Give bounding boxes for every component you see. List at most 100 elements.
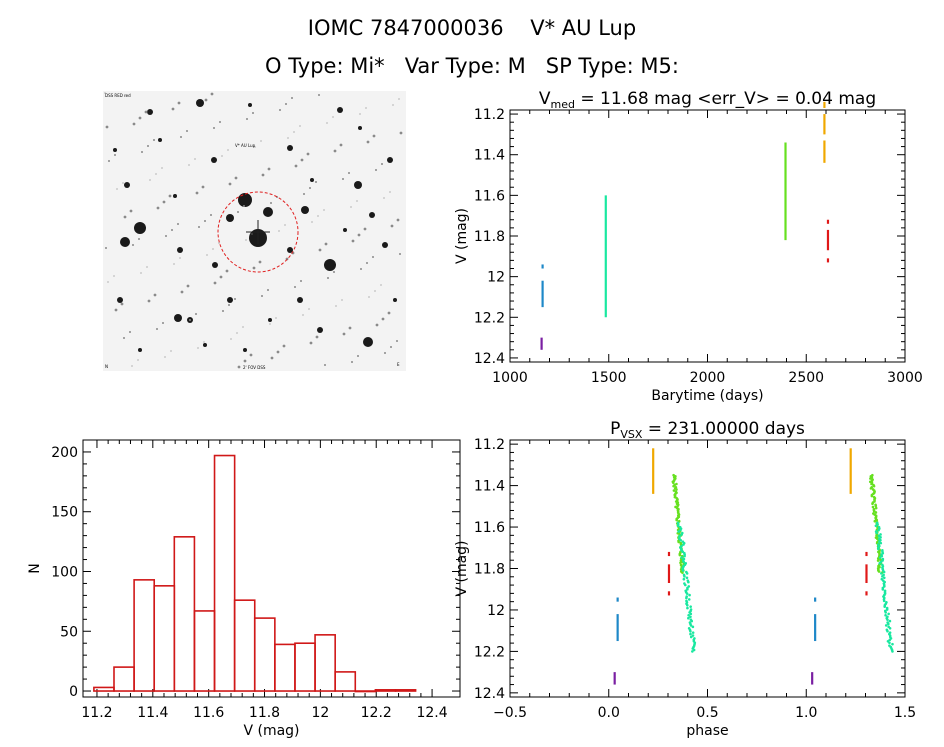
histogram-xtick-label-6: 12.4 xyxy=(416,705,447,721)
faint-star-72 xyxy=(260,140,262,142)
histogram-xlabel: V (mag) xyxy=(243,723,299,739)
header-line-2: O Type: Mi* Var Type: M SP Type: M5: xyxy=(265,54,679,78)
phased-band-1-pt-35 xyxy=(685,572,689,575)
phased-band-3-pt-84 xyxy=(891,642,894,646)
star-32 xyxy=(358,126,362,130)
faint-star-89 xyxy=(300,158,304,162)
faint-star-47 xyxy=(234,176,238,180)
phased-band-1-pt-57 xyxy=(686,603,689,607)
lightcurve-ytick-label-0: 11.2 xyxy=(474,107,505,123)
phased-band-0-pt-28 xyxy=(676,504,679,508)
faint-star-53 xyxy=(372,134,376,138)
star-25 xyxy=(117,297,123,303)
phased-band-3-pt-28 xyxy=(878,562,881,565)
star-8 xyxy=(174,314,182,322)
phased-band-1-pt-78 xyxy=(691,634,695,637)
chart-lightcurve: 1000 1500 2000 2500 3000 11.2 11.4 11.6 11.8 12 12… xyxy=(454,89,923,404)
phased-band-1-pt-24 xyxy=(680,556,684,559)
star-5 xyxy=(324,259,336,271)
star-13 xyxy=(287,145,293,151)
star-20 xyxy=(158,138,162,142)
histogram-bar-4 xyxy=(173,536,196,692)
histogram-bar-1 xyxy=(113,666,135,692)
faint-star-62 xyxy=(129,209,133,213)
phased-band-0-pt-89 xyxy=(681,571,684,574)
phased-band-3-pt-38 xyxy=(882,576,886,580)
faint-star-143 xyxy=(342,332,346,336)
phased-band-1-pt-52 xyxy=(685,596,688,600)
lightcurve-ylabel: V (mag) xyxy=(454,208,470,264)
faint-star-5 xyxy=(168,194,172,198)
phased-band-2-pt-3 xyxy=(869,477,872,480)
faint-star-17 xyxy=(144,110,148,114)
lightcurve-xtick-label-3: 2500 xyxy=(788,370,824,386)
phased-band-1-pt-77 xyxy=(689,632,692,636)
phased-band-1-pt-68 xyxy=(690,619,694,623)
faint-star-79 xyxy=(171,229,173,231)
phased-ytick-label-6: 12.4 xyxy=(474,686,505,702)
phased-band-1-pt-50 xyxy=(688,593,691,597)
faint-star-35 xyxy=(258,260,262,264)
phased-band-3-pt-63 xyxy=(887,612,890,616)
faint-star-163 xyxy=(303,193,305,195)
lightcurve-title: Vmed = 11.68 mag <err_V> = 0.04 mag xyxy=(539,89,876,111)
faint-star-20 xyxy=(363,227,367,231)
star-3 xyxy=(226,214,234,222)
faint-star-42 xyxy=(170,350,172,352)
faint-star-138 xyxy=(278,230,280,232)
faint-star-44 xyxy=(315,335,319,339)
finder-image: DSS RED red V* AU Lup N 2' FOV DSS E xyxy=(103,91,406,371)
finder-label-top-left: DSS RED red xyxy=(105,93,131,98)
faint-star-26 xyxy=(201,185,205,189)
phased-band-0-pt-41 xyxy=(675,518,679,522)
star-21 xyxy=(317,327,323,333)
faint-star-29 xyxy=(120,302,124,306)
faint-star-82 xyxy=(390,346,392,348)
faint-star-80 xyxy=(243,359,247,363)
star-10 xyxy=(363,337,373,347)
phased-xtick-label-3: 1.0 xyxy=(795,705,817,721)
faint-star-49 xyxy=(381,163,383,165)
histogram-xtick-label-4: 12 xyxy=(311,705,329,721)
faint-star-38 xyxy=(177,101,181,105)
faint-star-162 xyxy=(230,338,232,340)
faint-star-152 xyxy=(399,131,403,135)
phased-band-3-pt-34 xyxy=(882,570,886,574)
phased-band-1-pt-76 xyxy=(691,631,695,634)
phased-ytick-label-3: 11.8 xyxy=(474,562,505,578)
phased-ytick-label-0: 11.2 xyxy=(474,437,505,453)
header-line-1: IOMC 7847000036 V* AU Lup xyxy=(307,16,637,40)
faint-star-145 xyxy=(189,319,191,321)
histogram-bar-6 xyxy=(213,454,236,692)
phased-xtick-label-0: −0.5 xyxy=(493,705,527,721)
star-0 xyxy=(238,193,252,207)
phased-band-1-pt-89 xyxy=(691,650,694,653)
star-7 xyxy=(120,237,130,247)
faint-star-46 xyxy=(162,322,164,324)
phased-band-1-pt-65 xyxy=(689,615,692,619)
faint-star-106 xyxy=(342,178,344,180)
phased-band-3-pt-73 xyxy=(888,627,892,630)
star-39 xyxy=(113,148,117,152)
faint-star-169 xyxy=(141,151,143,153)
faint-star-136 xyxy=(132,244,134,246)
faint-star-97 xyxy=(285,103,287,105)
faint-star-119 xyxy=(390,224,394,228)
faint-star-66 xyxy=(122,182,124,184)
faint-star-33 xyxy=(113,275,115,277)
faint-star-117 xyxy=(245,239,247,241)
faint-star-52 xyxy=(300,280,302,282)
histogram-xtick-label-0: 11.2 xyxy=(81,705,112,721)
faint-star-116 xyxy=(171,107,175,111)
histogram-bar-9 xyxy=(274,643,296,692)
faint-star-128 xyxy=(147,299,151,303)
phased-band-2-pt-10 xyxy=(872,484,876,488)
faint-star-25 xyxy=(129,331,131,333)
faint-star-102 xyxy=(350,206,352,208)
phased-band-1-pt-23 xyxy=(683,554,686,558)
faint-star-120 xyxy=(164,356,166,358)
histogram-xtick-label-3: 11.8 xyxy=(249,705,280,721)
faint-star-51 xyxy=(227,149,229,151)
phased-ytick-label-1: 11.4 xyxy=(474,479,505,495)
star-4 xyxy=(134,222,146,234)
